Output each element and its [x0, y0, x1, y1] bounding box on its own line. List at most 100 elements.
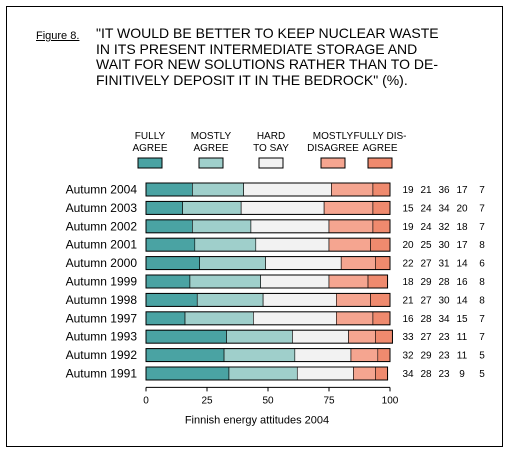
legend-label: MOSTLY [313, 131, 354, 142]
bar-segment [240, 201, 325, 215]
bar-segment [196, 293, 264, 307]
bar-segment [336, 293, 371, 307]
bar-segment [340, 256, 376, 270]
bar-segment [145, 293, 198, 307]
category-label: Autumn 1999 [66, 275, 138, 289]
data-label: 28 [420, 314, 432, 325]
bar-segment [194, 237, 257, 252]
legend-swatch [320, 157, 346, 169]
figure-label: Figure 8. [36, 30, 80, 42]
data-label: 7 [479, 332, 485, 343]
category-label: Autumn 2003 [66, 201, 138, 215]
category-label: Autumn 2004 [66, 183, 138, 197]
bar-segment [253, 311, 337, 326]
data-label: 15 [456, 314, 468, 325]
data-label: 23 [438, 369, 450, 380]
data-label: 18 [402, 277, 414, 288]
legend-label: MOSTLY [191, 131, 232, 142]
data-label: 33 [402, 332, 414, 343]
bar-segment [184, 311, 254, 326]
data-label: 29 [420, 351, 432, 362]
data-label: 20 [402, 240, 414, 251]
bar-segment [243, 182, 332, 197]
data-label: 11 [457, 332, 468, 343]
bar-segment [145, 311, 186, 326]
data-label: 32 [438, 222, 450, 233]
x-axis-label: Finnish energy attitudes 2004 [185, 414, 329, 426]
data-label: 6 [479, 259, 485, 270]
data-label: 36 [438, 185, 450, 196]
data-label: 8 [479, 240, 485, 251]
bar-segment [375, 329, 393, 344]
data-label: 27 [420, 295, 432, 306]
x-tick-label: 0 [143, 395, 149, 406]
x-tick-label: 75 [323, 395, 335, 406]
bar-segment [370, 237, 391, 252]
data-label: 28 [438, 277, 450, 288]
data-label: 11 [457, 351, 468, 362]
data-label: 7 [479, 314, 485, 325]
x-tick-label: 25 [201, 395, 213, 406]
bar-segment [375, 256, 391, 270]
bar-segment [145, 237, 196, 252]
bar-outline [145, 348, 391, 363]
data-label: 32 [402, 351, 414, 362]
bar-segment [145, 329, 227, 344]
bar-segment [292, 329, 349, 344]
data-label: 19 [402, 185, 414, 196]
data-label: 17 [456, 185, 468, 196]
bar-segment [375, 366, 388, 381]
data-label: 14 [456, 295, 468, 306]
data-label: 16 [402, 314, 414, 325]
category-label: Autumn 1991 [66, 367, 138, 381]
category-label: Autumn 1992 [66, 348, 138, 362]
bar-segment [328, 219, 374, 234]
data-label: 30 [438, 240, 450, 251]
bar-segment [228, 366, 298, 381]
bar-segment [328, 274, 369, 289]
data-label: 34 [438, 314, 450, 325]
data-label: 27 [420, 259, 432, 270]
bar-segment [226, 329, 293, 344]
x-tick-label: 100 [382, 395, 399, 406]
bar-segment [296, 366, 354, 381]
bar-segment [145, 182, 193, 197]
bar-segment [262, 293, 337, 307]
data-label: 21 [402, 295, 414, 306]
data-label: 31 [438, 259, 450, 270]
category-label: Autumn 2001 [66, 238, 138, 252]
bar-outline [145, 200, 391, 215]
data-label: 29 [420, 277, 432, 288]
data-label: 8 [479, 277, 485, 288]
chart-title-line: "IT WOULD BE BETTER TO KEEP NUCLEAR WAST… [96, 25, 439, 41]
bar-segment [260, 274, 330, 289]
data-label: 24 [420, 222, 432, 233]
bar-segment [331, 182, 374, 197]
bar-segment [328, 237, 371, 252]
bar-outline [145, 219, 391, 234]
data-label: 15 [402, 203, 414, 214]
x-tick-label: 50 [262, 395, 274, 406]
bar-segment [192, 182, 244, 197]
bar-outline [145, 274, 389, 289]
bar-segment [350, 348, 379, 362]
bar-outline [145, 182, 391, 197]
category-label: Autumn 1998 [66, 293, 138, 307]
bar-outline [145, 256, 391, 271]
data-label: 8 [479, 295, 485, 306]
data-label: 34 [402, 369, 414, 380]
data-label: 23 [438, 351, 450, 362]
legend-label: DISAGREE [307, 143, 359, 154]
data-label: 28 [420, 369, 432, 380]
bar-segment [250, 219, 330, 234]
bar-segment [336, 311, 374, 326]
legend-swatch [367, 157, 393, 169]
bar-segment [372, 201, 391, 215]
data-label: 18 [456, 222, 468, 233]
bar-segment [323, 201, 374, 215]
chart-title-line: IN ITS PRESENT INTERMEDIATE STORAGE AND [96, 40, 418, 57]
bar-segment [145, 219, 193, 234]
data-label: 24 [420, 203, 432, 214]
category-label: Autumn 1993 [66, 330, 138, 344]
bar-outline [145, 292, 391, 307]
